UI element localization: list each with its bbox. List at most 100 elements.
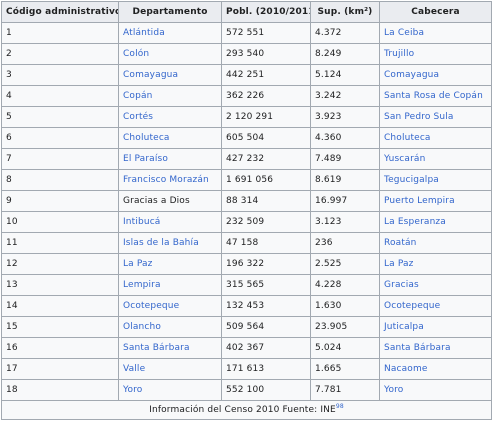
department-link[interactable]: Atlántida xyxy=(123,28,165,38)
capital-link[interactable]: La Paz xyxy=(384,259,414,269)
area: 3.123 xyxy=(315,217,342,227)
population: 362 226 xyxy=(226,91,265,101)
code-cell: 16 xyxy=(1,337,119,359)
capital-link[interactable]: Nacaome xyxy=(384,364,428,374)
population-cell: 509 564 xyxy=(221,316,311,338)
capital-link[interactable]: Santa Rosa de Copán xyxy=(384,91,483,101)
code: 8 xyxy=(6,175,12,185)
population: 171 613 xyxy=(226,364,265,374)
table-row: 4 Copán 362 226 3.242 Santa Rosa de Copán xyxy=(1,85,492,107)
capital-link[interactable]: Yoro xyxy=(384,385,404,395)
department-link[interactable]: Choluteca xyxy=(123,133,170,143)
capital-link-cell: Comayagua xyxy=(379,64,492,86)
department-link-cell: Copán xyxy=(118,85,222,107)
department-link: Gracias a Dios xyxy=(123,196,190,206)
population-cell: 315 565 xyxy=(221,274,311,296)
area-cell: 23.905 xyxy=(310,316,380,338)
capital-link[interactable]: Gracias xyxy=(384,280,419,290)
department-link[interactable]: Valle xyxy=(123,364,146,374)
area-cell: 8.619 xyxy=(310,169,380,191)
header-capital[interactable]: Cabecera xyxy=(379,1,492,23)
code: 11 xyxy=(6,238,18,248)
population: 552 100 xyxy=(226,385,265,395)
footer-source-text: Información del Censo 2010 Fuente: INE xyxy=(149,405,336,415)
header-area[interactable]: Sup. (km²) xyxy=(310,1,380,23)
capital-link-cell: San Pedro Sula xyxy=(379,106,492,128)
capital-link-cell: Trujillo xyxy=(379,43,492,65)
population: 232 509 xyxy=(226,217,265,227)
header-department[interactable]: Departamento xyxy=(118,1,222,23)
area: 4.228 xyxy=(315,280,342,290)
header-row: Código administrativo Departamento Pobl.… xyxy=(1,1,492,23)
table-row: 5 Cortés 2 120 291 3.923 San Pedro Sula xyxy=(1,106,492,128)
department-link[interactable]: La Paz xyxy=(123,259,153,269)
department-link[interactable]: El Paraíso xyxy=(123,154,168,164)
capital-link[interactable]: Roatán xyxy=(384,238,417,248)
department-link[interactable]: Ocotepeque xyxy=(123,301,180,311)
area-cell: 2.525 xyxy=(310,253,380,275)
code-cell: 10 xyxy=(1,211,119,233)
area: 236 xyxy=(315,238,333,248)
department-link[interactable]: Lempira xyxy=(123,280,161,290)
capital-link[interactable]: Trujillo xyxy=(384,49,415,59)
footer-reference-link[interactable]: 98 xyxy=(335,403,344,410)
area: 5.124 xyxy=(315,70,342,80)
area: 1.665 xyxy=(315,364,342,374)
area-cell: 3.123 xyxy=(310,211,380,233)
capital-link[interactable]: Choluteca xyxy=(384,133,431,143)
area: 23.905 xyxy=(315,322,348,332)
population: 605 504 xyxy=(226,133,265,143)
table-row: 17 Valle 171 613 1.665 Nacaome xyxy=(1,358,492,380)
capital-link[interactable]: Tegucigalpa xyxy=(384,175,439,185)
capital-link[interactable]: Yuscarán xyxy=(384,154,426,164)
department-link-cell: Gracias a Dios xyxy=(118,190,222,212)
code: 9 xyxy=(6,196,12,206)
population: 509 564 xyxy=(226,322,265,332)
department-link[interactable]: Santa Bárbara xyxy=(123,343,190,353)
population-cell: 171 613 xyxy=(221,358,311,380)
capital-link[interactable]: La Esperanza xyxy=(384,217,446,227)
department-link[interactable]: Cortés xyxy=(123,112,154,122)
header-code[interactable]: Código administrativo xyxy=(1,1,119,23)
population-cell: 2 120 291 xyxy=(221,106,311,128)
capital-link[interactable]: Comayagua xyxy=(384,70,440,80)
department-link[interactable]: Francisco Morazán xyxy=(123,175,209,185)
population: 427 232 xyxy=(226,154,265,164)
capital-link[interactable]: Santa Bárbara xyxy=(384,343,451,353)
capital-link[interactable]: San Pedro Sula xyxy=(384,112,454,122)
capital-link[interactable]: La Ceiba xyxy=(384,28,425,38)
table-row: 8 Francisco Morazán 1 691 056 8.619 Teguciga… xyxy=(1,169,492,191)
department-link[interactable]: Olancho xyxy=(123,322,162,332)
table-row: 11 Islas de la Bahía 47 158 236 Roatán xyxy=(1,232,492,254)
code-cell: 4 xyxy=(1,85,119,107)
area-cell: 4.228 xyxy=(310,274,380,296)
area: 2.525 xyxy=(315,259,342,269)
table-body: 1 Atlántida 572 551 4.372 La Ceiba 2 Colón 293 … xyxy=(1,22,492,401)
capital-link[interactable]: Ocotepeque xyxy=(384,301,441,311)
header-population[interactable]: Pobl. (2010/2011) xyxy=(221,1,311,23)
department-link-cell: Comayagua xyxy=(118,64,222,86)
area-cell: 3.923 xyxy=(310,106,380,128)
table-row: 14 Ocotepeque 132 453 1.630 Ocotepeque xyxy=(1,295,492,317)
capital-link[interactable]: Juticalpa xyxy=(384,322,424,332)
area: 4.360 xyxy=(315,133,342,143)
department-link-cell: Lempira xyxy=(118,274,222,296)
population-cell: 232 509 xyxy=(221,211,311,233)
code: 1 xyxy=(6,28,12,38)
population: 402 367 xyxy=(226,343,265,353)
code-cell: 12 xyxy=(1,253,119,275)
department-link[interactable]: Yoro xyxy=(123,385,143,395)
department-link-cell: Cortés xyxy=(118,106,222,128)
department-link[interactable]: Colón xyxy=(123,49,150,59)
capital-link[interactable]: Puerto Lempira xyxy=(384,196,455,206)
department-link-cell: Choluteca xyxy=(118,127,222,149)
department-link[interactable]: Islas de la Bahía xyxy=(123,238,199,248)
code-cell: 2 xyxy=(1,43,119,65)
department-link[interactable]: Copán xyxy=(123,91,153,101)
capital-link-cell: Santa Bárbara xyxy=(379,337,492,359)
population-cell: 442 251 xyxy=(221,64,311,86)
department-link[interactable]: Intibucá xyxy=(123,217,161,227)
area-cell: 3.242 xyxy=(310,85,380,107)
department-link[interactable]: Comayagua xyxy=(123,70,179,80)
population-cell: 293 540 xyxy=(221,43,311,65)
